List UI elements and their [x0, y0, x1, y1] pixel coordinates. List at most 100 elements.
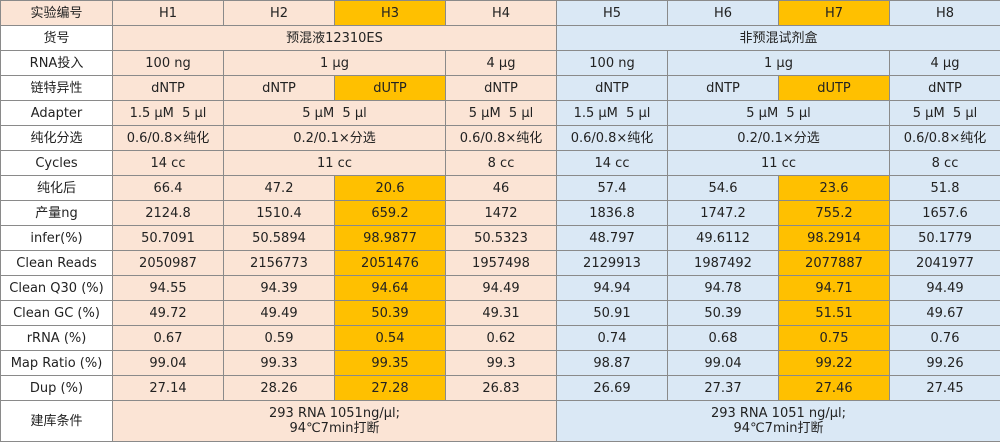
library-line: 293 RNA 1051ng/μl;: [269, 406, 400, 421]
cell: dUTP: [778, 75, 890, 101]
cell: 57.4: [556, 175, 668, 201]
row-label: 纯化后: [0, 175, 113, 201]
cell: 49.49: [223, 300, 335, 326]
cell: 0.2/0.1×分选: [223, 125, 446, 151]
cell: 4 μg: [889, 50, 1000, 76]
cell: 99.04: [112, 350, 224, 376]
cell: 99.22: [778, 350, 890, 376]
sample-header-h5: H5: [556, 0, 668, 26]
cell: 14 cc: [112, 150, 224, 176]
cell: 99.3: [445, 350, 557, 376]
cell: 1 μg: [667, 50, 890, 76]
sample-header-h7: H7: [778, 0, 890, 26]
cell: 0.2/0.1×分选: [667, 125, 890, 151]
cell: 0.6/0.8×纯化: [889, 125, 1000, 151]
row-label: 实验编号: [0, 0, 113, 26]
cell: 99.35: [334, 350, 446, 376]
cell: 51.8: [889, 175, 1000, 201]
cell: 99.33: [223, 350, 335, 376]
cell: dNTP: [556, 75, 668, 101]
row-label: Clean GC (%): [0, 300, 113, 326]
library-line: 94℃7min打断: [289, 421, 380, 436]
cell: 0.6/0.8×纯化: [556, 125, 668, 151]
row-label: 链特异性: [0, 75, 113, 101]
cell: dNTP: [223, 75, 335, 101]
cell: 4 μg: [445, 50, 557, 76]
cell: 46: [445, 175, 557, 201]
cell: 14 cc: [556, 150, 668, 176]
table-row: Dup (%) 27.14 28.26 27.28 26.83 26.69 27…: [0, 375, 1000, 401]
cell: 28.26: [223, 375, 335, 401]
row-label: 纯化分选: [0, 125, 113, 151]
cell: 0.6/0.8×纯化: [112, 125, 224, 151]
cell: 66.4: [112, 175, 224, 201]
cell: 11 cc: [667, 150, 890, 176]
cell: 27.14: [112, 375, 224, 401]
cell: 0.76: [889, 325, 1000, 351]
cell: 94.39: [223, 275, 335, 301]
cell: 94.71: [778, 275, 890, 301]
cell: 50.39: [334, 300, 446, 326]
cell: 100 ng: [112, 50, 224, 76]
cell: 1.5 μM 5 μl: [112, 100, 224, 126]
row-label: Clean Q30 (%): [0, 275, 113, 301]
library-line: 94℃7min打断: [733, 421, 824, 436]
cell: 99.04: [667, 350, 779, 376]
row-label: 建库条件: [0, 400, 113, 442]
cell: 0.74: [556, 325, 668, 351]
cell: 51.51: [778, 300, 890, 326]
sample-header-h8: H8: [889, 0, 1000, 26]
cell: 0.75: [778, 325, 890, 351]
sample-header-h6: H6: [667, 0, 779, 26]
cell: 94.78: [667, 275, 779, 301]
cell: 2156773: [223, 250, 335, 276]
row-label: Cycles: [0, 150, 113, 176]
cell: 98.9877: [334, 225, 446, 251]
rna-input-row: RNA投入 100 ng 1 μg 4 μg 100 ng 1 μg 4 μg: [0, 50, 1000, 76]
cell: dUTP: [334, 75, 446, 101]
cell: 5 μM 5 μl: [445, 100, 557, 126]
library-condition-left: 293 RNA 1051ng/μl; 94℃7min打断: [112, 400, 557, 442]
cell: 49.31: [445, 300, 557, 326]
cell: 5 μM 5 μl: [223, 100, 446, 126]
cell: 50.39: [667, 300, 779, 326]
table-row: rRNA (%) 0.67 0.59 0.54 0.62 0.74 0.68 0…: [0, 325, 1000, 351]
cell: 50.91: [556, 300, 668, 326]
cell: 0.68: [667, 325, 779, 351]
cell: 2041977: [889, 250, 1000, 276]
cell: 27.28: [334, 375, 446, 401]
cell: 99.26: [889, 350, 1000, 376]
cell: dNTP: [445, 75, 557, 101]
cell: 0.67: [112, 325, 224, 351]
cell: 48.797: [556, 225, 668, 251]
table-row: infer(%) 50.7091 50.5894 98.9877 50.5323…: [0, 225, 1000, 251]
cell: 5 μM 5 μl: [889, 100, 1000, 126]
table-row: Clean Q30 (%) 94.55 94.39 94.64 94.49 94…: [0, 275, 1000, 301]
cell: 26.69: [556, 375, 668, 401]
cell: 1987492: [667, 250, 779, 276]
cell: 755.2: [778, 200, 890, 226]
adapter-row: Adapter 1.5 μM 5 μl 5 μM 5 μl 5 μM 5 μl …: [0, 100, 1000, 126]
cell: 1657.6: [889, 200, 1000, 226]
row-label: 产量ng: [0, 200, 113, 226]
cell: 100 ng: [556, 50, 668, 76]
cell: 1.5 μM 5 μl: [556, 100, 668, 126]
header-row: 实验编号 H1 H2 H3 H4 H5 H6 H7 H8: [0, 0, 1000, 26]
sample-header-h4: H4: [445, 0, 557, 26]
cell: 11 cc: [223, 150, 446, 176]
cell: 2077887: [778, 250, 890, 276]
cell: 1510.4: [223, 200, 335, 226]
row-label: Map Ratio (%): [0, 350, 113, 376]
cell: 5 μM 5 μl: [667, 100, 890, 126]
sample-header-h1: H1: [112, 0, 224, 26]
cell: 23.6: [778, 175, 890, 201]
table-row: Clean Reads 2050987 2156773 2051476 1957…: [0, 250, 1000, 276]
row-label: Dup (%): [0, 375, 113, 401]
library-condition-right: 293 RNA 1051 ng/μl; 94℃7min打断: [556, 400, 1000, 442]
cell: 50.7091: [112, 225, 224, 251]
row-label: rRNA (%): [0, 325, 113, 351]
row-label: Adapter: [0, 100, 113, 126]
cell: 94.55: [112, 275, 224, 301]
library-line: 293 RNA 1051 ng/μl;: [710, 406, 847, 421]
